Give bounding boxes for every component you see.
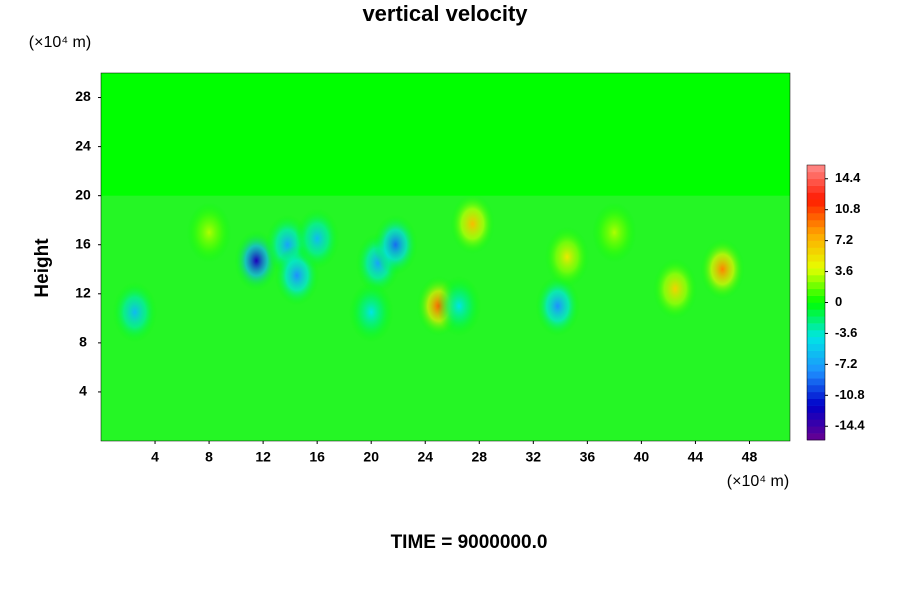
colorbar-band bbox=[807, 357, 825, 365]
colorbar-band bbox=[807, 233, 825, 241]
footer: TIME = 9000000.0 bbox=[391, 532, 548, 553]
field-feature bbox=[545, 227, 590, 287]
field-feature bbox=[592, 202, 637, 263]
colorbar-tick-label: -7.2 bbox=[835, 356, 857, 371]
field-feature bbox=[437, 276, 482, 337]
x-tick-label: 32 bbox=[526, 449, 542, 465]
x-tick-label: 16 bbox=[309, 449, 325, 465]
x-tick-label: 28 bbox=[471, 449, 487, 465]
x-tick-label: 12 bbox=[255, 449, 271, 465]
colorbar-band bbox=[807, 316, 825, 324]
y-tick-label: 16 bbox=[75, 235, 91, 251]
x-tick-label: 4 bbox=[151, 449, 159, 465]
x-tick-label: 20 bbox=[363, 449, 379, 465]
colorbar-band bbox=[807, 336, 825, 345]
colorbar-band bbox=[807, 309, 825, 317]
colorbar-band bbox=[807, 364, 825, 372]
colorbar-tick-label: -3.6 bbox=[835, 325, 857, 340]
field-feature bbox=[295, 208, 340, 269]
colorbar-band bbox=[807, 275, 825, 283]
y-tick-label: 4 bbox=[79, 383, 87, 399]
y-tick-label: 28 bbox=[75, 88, 91, 104]
y-axis-label: Height bbox=[32, 238, 53, 298]
colorbar-band bbox=[807, 226, 825, 235]
colorbar-band bbox=[807, 405, 825, 413]
field-feature bbox=[112, 282, 157, 343]
colorbar-tick-label: -10.8 bbox=[835, 387, 865, 402]
colorbar-band bbox=[807, 165, 825, 173]
x-tick-label: 36 bbox=[580, 449, 596, 465]
y-unit: (×10⁴ m) bbox=[29, 34, 91, 51]
colorbar-band bbox=[807, 199, 825, 207]
colorbar-band bbox=[807, 330, 825, 338]
colorbar-band bbox=[807, 247, 825, 255]
colorbar-band bbox=[807, 220, 825, 228]
colorbar-band bbox=[807, 171, 825, 180]
colorbar-band bbox=[807, 350, 825, 358]
colorbar-band bbox=[807, 323, 825, 331]
plot-frame bbox=[100, 72, 791, 442]
colorbar-band bbox=[807, 288, 825, 296]
colorbar-band bbox=[807, 378, 825, 386]
y-tick-label: 20 bbox=[75, 186, 91, 202]
colorbar-band bbox=[807, 261, 825, 269]
colorbar-tick-label: 7.2 bbox=[835, 232, 853, 247]
field-feature bbox=[450, 193, 495, 254]
colorbar-band bbox=[807, 295, 825, 303]
colorbar-band bbox=[807, 343, 825, 351]
field-feature bbox=[349, 282, 394, 343]
colorbar-band bbox=[807, 426, 825, 434]
colorbar-tick-label: -14.4 bbox=[835, 418, 865, 433]
colorbar-band bbox=[807, 178, 825, 186]
colorbar-band bbox=[807, 371, 825, 379]
colorbar-band bbox=[807, 412, 825, 420]
colorbar-tick-label: 14.4 bbox=[835, 170, 861, 185]
y-tick-label: 24 bbox=[75, 137, 91, 153]
colorbar-band bbox=[807, 254, 825, 262]
y-tick-label: 8 bbox=[79, 334, 87, 350]
colorbar-band bbox=[807, 185, 825, 193]
colorbar-tick-label: 3.6 bbox=[835, 263, 853, 278]
colorbar-band bbox=[807, 385, 825, 393]
chart-title: vertical velocity bbox=[362, 1, 528, 26]
colorbar-band bbox=[807, 268, 825, 276]
colorbar-band bbox=[807, 206, 825, 214]
field-feature bbox=[653, 258, 698, 319]
field-feature bbox=[187, 202, 232, 263]
x-tick-label: 40 bbox=[634, 449, 650, 465]
x-tick-label: 8 bbox=[205, 449, 213, 465]
x-tick-label: 48 bbox=[742, 449, 758, 465]
colorbar-band bbox=[807, 391, 825, 400]
x-unit: (×10⁴ m) bbox=[727, 473, 789, 490]
field-feature bbox=[700, 239, 745, 300]
colorbar-tick-label: 0 bbox=[835, 294, 842, 309]
x-tick-label: 24 bbox=[417, 449, 433, 465]
colorbar-band bbox=[807, 398, 825, 406]
field-feature bbox=[535, 276, 580, 337]
colorbar-band bbox=[807, 240, 825, 248]
colorbar-band bbox=[807, 192, 825, 200]
colorbar-band bbox=[807, 281, 825, 290]
field-feature bbox=[373, 214, 418, 275]
colorbar-band bbox=[807, 419, 825, 427]
colorbar-band bbox=[807, 302, 825, 310]
colorbar-band bbox=[807, 213, 825, 221]
y-tick-label: 12 bbox=[75, 285, 91, 301]
x-tick-label: 44 bbox=[688, 449, 704, 465]
colorbar-band bbox=[807, 433, 825, 441]
colorbar-tick-label: 10.8 bbox=[835, 201, 860, 216]
